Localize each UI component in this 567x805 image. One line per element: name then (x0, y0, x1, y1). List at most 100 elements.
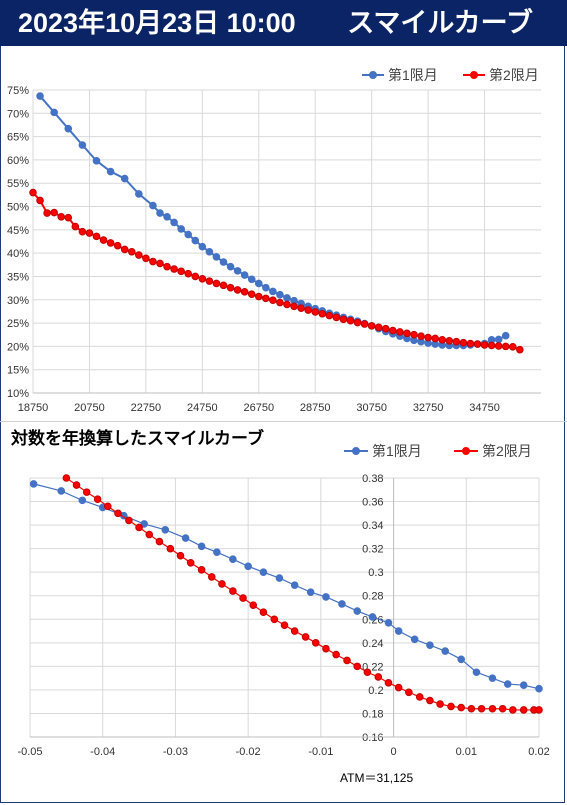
data-point-2 (311, 639, 320, 647)
data-point-2 (403, 329, 411, 338)
data-point-1 (394, 627, 403, 635)
y-tick-label: 0.3 (368, 567, 383, 579)
data-point-1 (106, 167, 115, 176)
data-point-1 (181, 534, 190, 542)
x-tick-label: 0 (391, 746, 397, 758)
data-point-2 (426, 696, 434, 705)
data-point-2 (262, 294, 270, 303)
x-tick-label: -0.01 (308, 746, 333, 758)
data-point-2 (436, 700, 444, 708)
data-point-2 (270, 615, 279, 624)
data-point-2 (57, 212, 66, 221)
data-point-2 (247, 290, 256, 298)
data-point-1 (57, 487, 66, 495)
data-point-2 (145, 530, 154, 539)
data-point-2 (488, 704, 497, 713)
data-point-1 (226, 262, 235, 271)
data-point-2 (120, 245, 129, 254)
data-point-2 (170, 265, 178, 273)
x-tick-label: 30750 (356, 402, 387, 414)
data-point-2 (82, 488, 91, 496)
data-point-2 (389, 326, 397, 335)
legend-marker (462, 447, 470, 455)
y-tick-label: 0.36 (362, 497, 383, 509)
y-tick-label: 55% (7, 178, 29, 190)
data-point-2 (360, 320, 369, 328)
y-tick-label: 0.32 (362, 544, 383, 556)
data-point-2 (212, 279, 221, 288)
data-point-2 (290, 627, 299, 635)
data-point-2 (311, 308, 320, 316)
data-point-2 (125, 516, 133, 525)
data-point-2 (205, 277, 214, 285)
x-tick-label: -0.02 (236, 746, 261, 758)
data-point-1 (229, 555, 237, 564)
data-point-2 (166, 544, 175, 553)
data-point-2 (239, 594, 247, 602)
legend-label: 第1限月 (372, 443, 422, 459)
data-point-1 (78, 141, 87, 149)
y-tick-label: 50% (7, 202, 29, 214)
data-point-2 (113, 241, 122, 250)
x-tick-label: 24750 (187, 402, 218, 414)
y-tick-label: 0.34 (362, 520, 383, 532)
data-point-1 (197, 542, 206, 551)
data-point-1 (426, 641, 434, 649)
series-line-2 (32, 191, 521, 351)
legend-label: 第2限月 (489, 67, 539, 83)
data-point-1 (240, 271, 249, 279)
data-point-2 (135, 523, 143, 532)
data-point-2 (381, 324, 390, 333)
data-point-2 (207, 573, 216, 581)
data-point-2 (99, 236, 108, 244)
data-point-1 (535, 684, 543, 693)
data-point-1 (156, 209, 164, 217)
y-tick-label: 0.2 (368, 685, 383, 697)
data-point-2 (290, 302, 298, 311)
data-point-2 (191, 272, 200, 281)
data-point-1 (254, 279, 263, 288)
data-point-2 (431, 334, 439, 343)
data-point-2 (283, 300, 291, 309)
legend-marker (352, 447, 360, 455)
data-point-1 (306, 588, 315, 596)
atm-annotation: ATM＝31,125 (340, 771, 413, 785)
data-point-2 (438, 336, 447, 344)
x-tick-label: 0.02 (528, 746, 549, 758)
data-point-2 (155, 537, 164, 546)
data-point-1 (501, 331, 510, 340)
data-point-1 (177, 225, 185, 233)
data-point-2 (424, 333, 432, 342)
y-tick-label: 35% (7, 271, 29, 283)
series-line-1 (39, 95, 507, 347)
data-point-2 (519, 706, 528, 714)
data-point-2 (346, 316, 355, 325)
data-point-2 (176, 551, 185, 560)
data-point-2 (332, 313, 341, 322)
x-tick-label: -0.03 (163, 746, 188, 758)
data-point-2 (374, 323, 383, 332)
data-point-2 (477, 704, 486, 713)
data-point-1 (384, 619, 393, 627)
data-point-2 (417, 332, 425, 340)
data-point-1 (410, 635, 419, 644)
y-tick-label: 0.28 (362, 591, 383, 603)
data-point-2 (156, 259, 164, 268)
data-point-2 (197, 566, 206, 574)
data-point-1 (36, 92, 44, 100)
data-point-2 (332, 650, 340, 659)
data-point-2 (276, 298, 284, 307)
data-point-2 (85, 229, 94, 237)
y-tick-label: 75% (7, 85, 29, 97)
data-point-2 (459, 338, 468, 347)
data-point-1 (78, 496, 87, 505)
data-point-2 (501, 342, 510, 351)
data-point-2 (43, 209, 51, 217)
data-point-2 (135, 251, 143, 259)
data-point-1 (140, 520, 148, 528)
data-point-2 (240, 288, 249, 296)
y-tick-label: 0.18 (362, 708, 383, 720)
data-point-2 (163, 262, 171, 271)
data-point-1 (205, 247, 214, 256)
data-point-2 (487, 341, 496, 350)
